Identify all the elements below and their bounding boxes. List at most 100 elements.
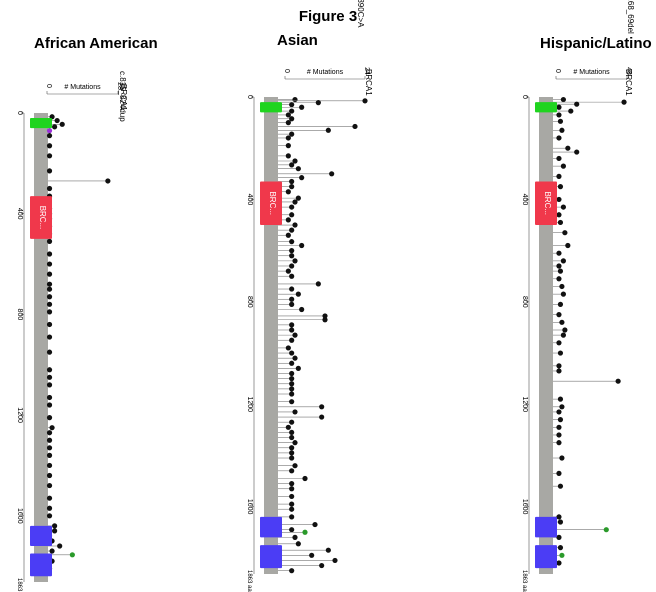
mutation-point (556, 173, 562, 179)
mutation-point (52, 523, 58, 529)
hotspot-annotation: c.68_69del (626, 0, 635, 34)
mutation-point (574, 149, 580, 155)
x-axis-label: # Mutations (64, 84, 101, 91)
mutation-point (46, 495, 53, 501)
domain-block (30, 553, 52, 577)
mutation-point (289, 376, 295, 382)
y-tick-label: 1600 (16, 508, 23, 524)
mutation-point (559, 319, 565, 325)
mutation-point (46, 271, 53, 277)
mutation-point (289, 527, 295, 533)
y-tick-label: 400 (521, 194, 528, 206)
mutation-point (322, 313, 328, 319)
mutation-point (559, 404, 565, 410)
mutation-point (52, 528, 58, 534)
mutation-point (59, 121, 65, 127)
mutation-point (302, 529, 308, 535)
mutation-point (325, 547, 331, 553)
domain-block (260, 181, 282, 226)
mutation-point (289, 301, 295, 307)
protein-backbone (539, 97, 553, 574)
mutation-point (556, 135, 562, 141)
mutation-point (568, 108, 574, 114)
mutation-point (46, 153, 53, 159)
mutation-point (285, 153, 291, 159)
mutation-point (46, 437, 53, 443)
mutation-point (46, 462, 53, 469)
mutation-point (289, 263, 295, 269)
y-tick-label: 400 (246, 194, 253, 206)
y-tick-label: 1600 (246, 499, 253, 515)
mutation-point (292, 409, 298, 415)
mutation-point (289, 450, 295, 456)
gene-label: BRCA1 (364, 69, 373, 96)
mutation-point (556, 340, 562, 346)
mutation-point (285, 120, 291, 126)
mutation-point (46, 281, 53, 287)
mutation-point (289, 486, 295, 492)
mutation-point (285, 135, 291, 141)
mutation-point (46, 334, 53, 340)
mutation-point (49, 548, 55, 554)
mutation-point (292, 258, 298, 264)
mutation-point (289, 391, 295, 397)
mutation-point (556, 560, 562, 566)
mutation-point (289, 455, 295, 461)
domain-label: BRC... (543, 191, 552, 215)
mutation-point (315, 281, 321, 287)
mutation-point (46, 430, 53, 436)
mutation-point (559, 283, 565, 290)
hotspot-annotation: c.815_824dup (118, 71, 127, 122)
y-tick-label: 800 (521, 296, 528, 308)
y-end-label: 1863 aa (246, 570, 252, 592)
mutation-point (315, 100, 321, 106)
mutation-point (322, 317, 328, 323)
mutation-point (46, 128, 53, 134)
mutation-point (69, 552, 75, 558)
mutation-point (292, 158, 298, 164)
mutation-point (292, 463, 298, 469)
mutation-point (565, 242, 571, 249)
figure-title: Figure 3 (298, 8, 358, 25)
x-tick-label: 24 (363, 67, 370, 75)
mutation-point (46, 309, 53, 315)
mutation-point (292, 332, 298, 338)
mutation-point (289, 493, 295, 500)
panel-title: Hispanic/Latino (540, 35, 652, 52)
mutation-point (285, 217, 291, 223)
mutation-point (289, 429, 295, 436)
mutation-point (289, 514, 295, 520)
x-tick-label: 0 (554, 69, 561, 73)
mutation-point (292, 534, 298, 540)
mutation-point (289, 386, 295, 392)
mutation-point (289, 481, 295, 487)
mutation-point (557, 301, 564, 307)
mutation-point (562, 230, 568, 236)
mutation-point (565, 145, 571, 151)
mutation-point (46, 349, 53, 355)
mutation-point (49, 425, 55, 431)
mutation-point (46, 374, 53, 380)
mutation-point (46, 251, 53, 257)
mutation-point (285, 345, 291, 351)
domain-block (535, 181, 557, 226)
mutation-point (329, 171, 335, 177)
domain-block (535, 545, 557, 569)
x-tick-label: 48 (625, 67, 632, 75)
mutation-point (46, 168, 53, 174)
mutation-point (312, 521, 318, 528)
mutation-point (362, 98, 368, 104)
domain-block (535, 102, 557, 113)
domain-block (260, 102, 282, 113)
mutation-point (556, 104, 562, 110)
mutation-point (289, 506, 295, 512)
mutation-point (285, 232, 291, 238)
mutation-point (46, 185, 53, 192)
mutation-point (289, 337, 295, 343)
domain-block (30, 118, 52, 129)
mutation-point (289, 434, 295, 441)
mutation-point (46, 133, 53, 139)
mutation-point (325, 127, 331, 133)
mutation-point (295, 365, 301, 372)
